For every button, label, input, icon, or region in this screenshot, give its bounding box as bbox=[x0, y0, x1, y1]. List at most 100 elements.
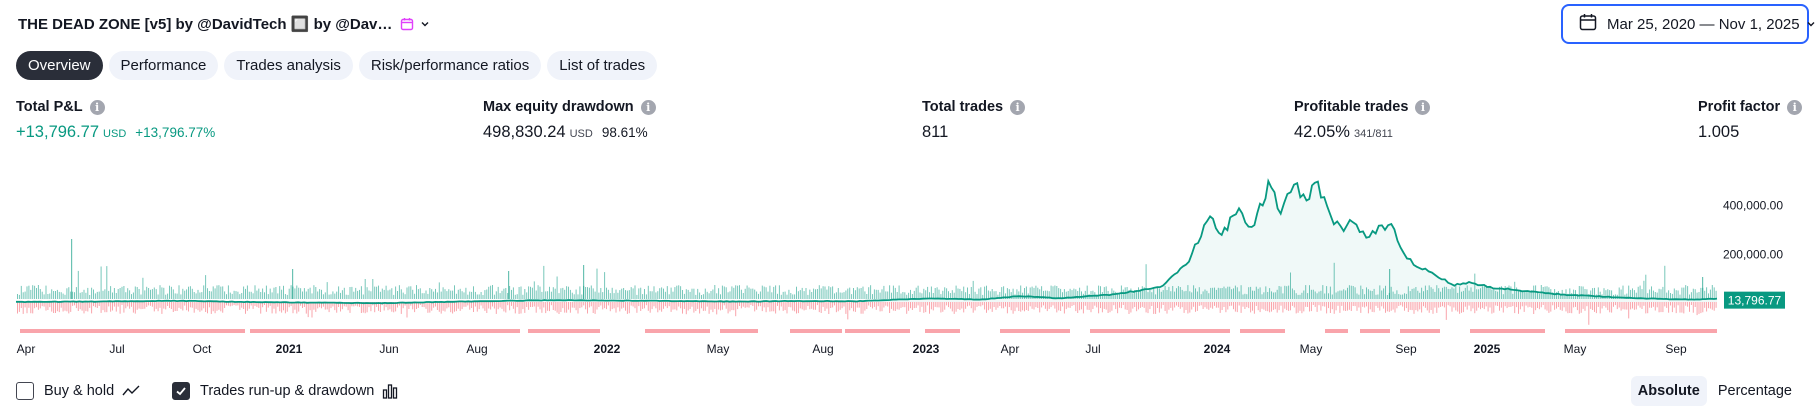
drawdown-bar bbox=[765, 302, 767, 313]
drawdown-bar bbox=[258, 302, 260, 308]
drawdown-bar bbox=[161, 302, 163, 314]
runup-bar bbox=[273, 287, 275, 299]
runup-bar bbox=[699, 292, 701, 299]
runup-bar bbox=[596, 268, 598, 299]
drawdown-bar bbox=[1588, 302, 1590, 325]
drawdown-bar bbox=[991, 302, 993, 312]
runup-bar bbox=[1556, 292, 1557, 299]
drawdown-bar bbox=[792, 302, 794, 311]
tab-performance[interactable]: Performance bbox=[108, 51, 219, 80]
drawdown-bar bbox=[1485, 302, 1487, 307]
drawdown-bar bbox=[1246, 302, 1248, 308]
trades-runup-option[interactable]: Trades run-up & drawdown bbox=[172, 378, 398, 404]
drawdown-bar bbox=[1514, 302, 1516, 314]
runup-bar bbox=[986, 285, 987, 299]
drawdown-bar bbox=[113, 302, 115, 307]
runup-bar bbox=[697, 288, 699, 299]
runup-bar bbox=[509, 286, 511, 299]
drawdown-bar bbox=[442, 302, 444, 311]
drawdown-bar bbox=[410, 302, 412, 306]
runup-bar bbox=[1413, 288, 1415, 299]
info-icon[interactable]: i bbox=[89, 99, 105, 115]
drawdown-bar bbox=[214, 302, 216, 314]
drawdown-bar bbox=[488, 302, 490, 309]
calendar-icon[interactable] bbox=[400, 17, 414, 31]
drawdown-bar bbox=[1481, 302, 1483, 308]
buy-hold-option[interactable]: Buy & hold bbox=[16, 378, 140, 404]
runup-bar bbox=[1312, 289, 1314, 299]
drawdown-bar bbox=[51, 302, 53, 312]
runup-bar bbox=[1179, 287, 1181, 299]
tab-trades-analysis[interactable]: Trades analysis bbox=[224, 51, 353, 80]
drawdown-bar bbox=[283, 302, 284, 311]
runup-bar bbox=[208, 291, 210, 299]
runup-bar bbox=[864, 291, 866, 299]
drawdown-bar bbox=[1223, 302, 1225, 307]
drawdown-bar bbox=[1124, 302, 1126, 310]
tab-overview[interactable]: Overview bbox=[16, 51, 103, 80]
runup-bar bbox=[847, 288, 849, 299]
date-range-picker[interactable]: Mar 25, 2020 — Nov 1, 2025 bbox=[1561, 4, 1815, 44]
runup-bar bbox=[685, 289, 687, 299]
drawdown-bar bbox=[334, 302, 336, 311]
drawdown-bar bbox=[127, 302, 129, 307]
runup-bar bbox=[1607, 289, 1609, 299]
runup-bar bbox=[756, 291, 758, 299]
buy-hold-checkbox[interactable] bbox=[16, 382, 34, 400]
drawdown-bar bbox=[1214, 302, 1215, 306]
chevron-down-icon[interactable] bbox=[420, 19, 430, 29]
drawdown-bar bbox=[1400, 302, 1402, 306]
runup-bar bbox=[1366, 287, 1367, 299]
runup-bar bbox=[1202, 291, 1204, 299]
drawdown-bar bbox=[575, 302, 577, 311]
drawdown-bar bbox=[1181, 302, 1183, 308]
absolute-button[interactable]: Absolute bbox=[1630, 376, 1707, 406]
drawdown-bar bbox=[930, 302, 932, 310]
percentage-button[interactable]: Percentage bbox=[1717, 383, 1792, 399]
drawdown-bar bbox=[505, 302, 507, 313]
info-icon[interactable]: i bbox=[1787, 99, 1803, 115]
runup-bar bbox=[1276, 289, 1278, 299]
info-icon[interactable]: i bbox=[1010, 99, 1026, 115]
drawdown-bar bbox=[79, 302, 81, 310]
runup-bar bbox=[828, 286, 830, 299]
trades-runup-checkbox[interactable] bbox=[172, 382, 190, 400]
drawdown-bar bbox=[1003, 302, 1005, 309]
drawdown-bar bbox=[332, 302, 334, 307]
runup-bar bbox=[598, 292, 600, 299]
runup-bar bbox=[1012, 288, 1014, 299]
drawdown-bar bbox=[393, 302, 395, 313]
runup-bar bbox=[1468, 290, 1470, 299]
drawdown-bar bbox=[1573, 302, 1575, 308]
drawdown-bar bbox=[305, 302, 307, 314]
drawdown-bar bbox=[1692, 302, 1694, 313]
runup-bar bbox=[1647, 293, 1649, 299]
drawdown-bar bbox=[1689, 302, 1690, 312]
runup-bar bbox=[1020, 285, 1022, 299]
runup-bar bbox=[796, 286, 797, 299]
drawdown-bar bbox=[1328, 302, 1329, 309]
runup-bar bbox=[1626, 293, 1628, 299]
info-icon[interactable]: i bbox=[1415, 99, 1431, 115]
tab-list-of-trades[interactable]: List of trades bbox=[547, 51, 658, 80]
drawdown-bar bbox=[625, 302, 626, 311]
drawdown-bar bbox=[609, 302, 611, 312]
runup-bar bbox=[338, 286, 340, 299]
info-icon[interactable]: i bbox=[640, 99, 656, 115]
drawdown-bar bbox=[1347, 302, 1348, 311]
drawdown-bar bbox=[1073, 302, 1075, 306]
runup-bar bbox=[412, 289, 414, 299]
drawdown-bar bbox=[550, 302, 552, 306]
drawdown-bar bbox=[1322, 302, 1324, 307]
x-tick-label: 2024 bbox=[1204, 342, 1231, 356]
drawdown-bar bbox=[1054, 302, 1056, 309]
drawdown-bar bbox=[621, 302, 623, 309]
runup-bar bbox=[83, 289, 85, 299]
drawdown-bar bbox=[311, 302, 313, 318]
runup-bar bbox=[193, 292, 195, 299]
tab-risk-performance-ratios[interactable]: Risk/performance ratios bbox=[358, 51, 542, 80]
runup-bar bbox=[1267, 292, 1269, 299]
drawdown-bar bbox=[737, 302, 739, 310]
